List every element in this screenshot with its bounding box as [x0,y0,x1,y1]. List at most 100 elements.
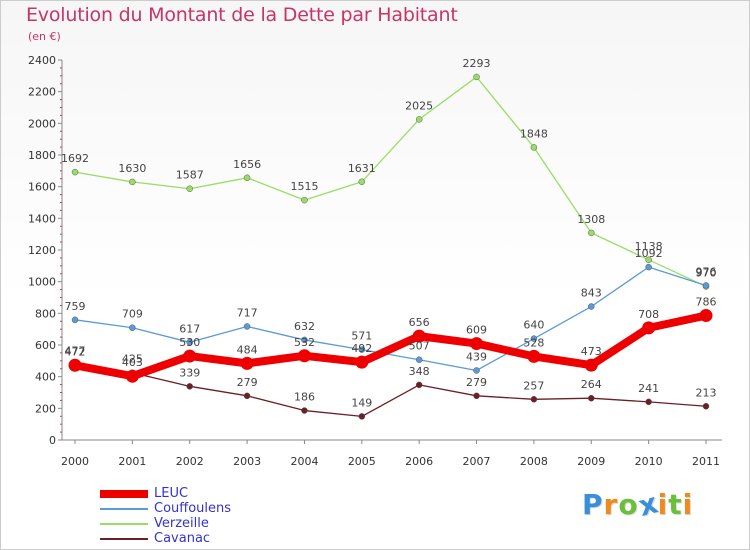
data-label-verzeille: 1848 [520,127,548,140]
y-tick-label: 1800 [28,149,56,162]
y-tick-label: 600 [35,339,56,352]
data-label-verzeille: 1138 [635,240,663,253]
data-label-couffoulens: 976 [696,265,717,278]
legend-label: Verzeille [154,516,209,531]
data-label-verzeille: 970 [696,266,717,279]
y-tick-label: 2200 [28,86,56,99]
y-tick-label: 1000 [28,276,56,289]
data-point-verzeille [71,168,79,176]
y-tick-label: 800 [35,307,56,320]
data-point-verzeille [243,174,251,182]
data-point-couffoulens [243,323,251,330]
data-label-couffoulens: 843 [581,287,602,300]
data-point-leuc [699,309,713,323]
y-tick-label: 2000 [28,117,56,130]
legend-swatch [100,489,148,498]
x-tick-label: 2005 [348,455,376,468]
legend-label: Cavanac [154,531,211,546]
x-tick-label: 2000 [61,455,89,468]
data-point-couffoulens [186,339,193,346]
data-label-verzeille: 1656 [233,158,261,171]
x-tick-label: 2002 [176,455,204,468]
legend-item-leuc: LEUC [100,486,231,501]
data-label-couffoulens: 1092 [635,247,663,260]
data-point-couffoulens [530,335,538,342]
data-label-verzeille: 1630 [118,162,146,175]
legend: LEUC Couffoulens Verzeille Cavanac [100,486,231,546]
data-label-couffoulens: 617 [179,322,200,335]
data-point-verzeille [645,256,652,264]
data-point-verzeille [301,196,308,204]
legend-label: LEUC [154,486,189,501]
data-label-verzeille: 2025 [405,99,433,112]
y-tick-label: 400 [35,371,56,384]
x-tick-label: 2008 [520,455,548,468]
data-label-leuc: 403 [122,356,143,369]
chart-subtitle: (en €) [28,30,61,43]
data-label-verzeille: 2293 [463,57,491,70]
x-tick-label: 2003 [233,455,261,468]
data-point-couffoulens [415,356,423,363]
data-point-verzeille [530,144,538,151]
x-tick-label: 2009 [577,455,605,468]
y-tick-label: 2400 [28,54,56,67]
data-label-verzeille: 1587 [176,169,204,182]
data-label-couffoulens: 759 [65,300,86,313]
data-point-cavanac [186,383,193,390]
data-label-cavanac: 279 [466,376,487,389]
data-point-leuc [584,358,598,372]
data-point-cavanac [588,394,595,402]
data-label-leuc: 656 [409,316,430,329]
data-point-leuc [527,349,541,363]
data-label-leuc: 472 [65,345,86,358]
data-point-leuc [412,329,426,343]
x-tick-label: 2004 [290,455,318,468]
x-tick-label: 2011 [692,455,720,468]
data-point-verzeille [473,73,480,81]
data-point-couffoulens [588,303,595,310]
legend-label: Couffoulens [154,501,232,516]
y-tick-label: 1400 [28,212,56,225]
data-label-couffoulens: 709 [122,308,143,321]
data-label-cavanac: 186 [294,391,315,404]
data-point-cavanac [243,392,251,400]
data-label-cavanac: 264 [581,378,602,391]
data-point-cavanac [301,407,308,414]
data-label-leuc: 786 [696,296,717,309]
data-point-cavanac [473,392,480,400]
data-label-leuc: 708 [638,308,659,321]
data-label-cavanac: 279 [237,376,258,389]
data-label-cavanac: 425 [122,353,143,366]
data-label-verzeille: 1308 [577,213,605,226]
data-point-couffoulens [301,336,308,344]
series-line-couffoulens [74,266,707,372]
data-point-verzeille [358,178,366,186]
data-label-couffoulens: 439 [466,350,487,363]
legend-swatch [100,507,148,510]
data-point-leuc [240,356,254,370]
data-point-leuc [125,369,139,383]
data-label-leuc: 528 [523,336,544,349]
data-point-cavanac [530,396,538,403]
data-label-couffoulens: 717 [237,306,258,319]
data-label-cavanac: 213 [696,386,717,399]
data-label-couffoulens: 640 [523,319,544,332]
data-point-leuc [297,349,311,363]
data-point-cavanac [358,413,366,420]
data-label-leuc: 484 [237,343,258,356]
data-point-couffoulens [129,324,136,331]
data-point-couffoulens [702,282,710,289]
data-point-leuc [642,321,656,335]
data-label-couffoulens: 571 [351,330,372,343]
legend-swatch [100,522,148,525]
data-label-leuc: 609 [466,324,487,337]
data-point-couffoulens [358,346,366,353]
chart-title: Evolution du Montant de la Dette par Hab… [26,4,458,26]
y-tick-label: 1600 [28,181,56,194]
x-tick-label: 2007 [463,455,491,468]
data-point-couffoulens [71,316,79,324]
series-line-cavanac [74,363,707,418]
data-label-leuc: 473 [581,345,602,358]
